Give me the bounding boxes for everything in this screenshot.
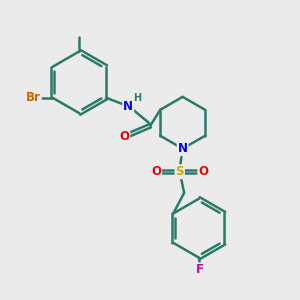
Text: Br: Br — [26, 91, 41, 104]
Text: H: H — [134, 93, 142, 103]
Text: O: O — [119, 130, 129, 142]
Text: N: N — [123, 100, 133, 113]
Text: O: O — [151, 165, 161, 178]
Text: S: S — [176, 165, 184, 178]
Text: O: O — [198, 165, 208, 178]
Text: F: F — [196, 263, 204, 277]
Text: N: N — [178, 142, 188, 155]
